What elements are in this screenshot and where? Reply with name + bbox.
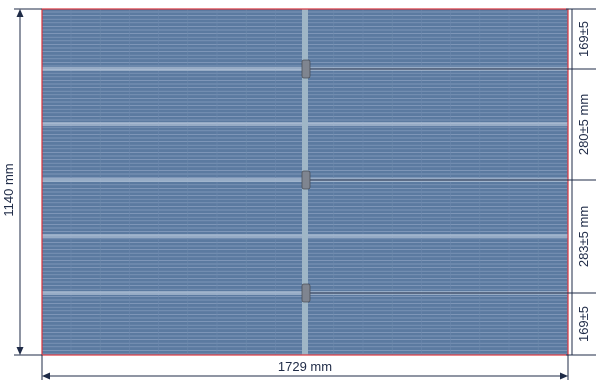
spacing-dimensions: 169±5 280±5 mm 283±5 mm 169±5 [566,9,596,355]
width-arrow-left [42,373,50,380]
width-arrow-right [560,373,568,380]
junction-box-1 [302,60,310,78]
height-arrow-top [17,9,24,17]
height-dimension: 1140 mm [1,9,42,355]
spacing-label-4: 169±5 [576,306,591,342]
junction-box-2 [302,171,310,189]
width-label: 1729 mm [278,359,332,374]
junction-box-3 [302,284,310,302]
width-dimension: 1729 mm [42,355,568,380]
spacing-label-1: 169±5 [576,21,591,57]
height-arrow-bottom [17,347,24,355]
height-label: 1140 mm [1,163,16,216]
spacing-label-2: 280±5 mm [576,94,591,155]
spacing-label-3: 283±5 mm [576,206,591,267]
